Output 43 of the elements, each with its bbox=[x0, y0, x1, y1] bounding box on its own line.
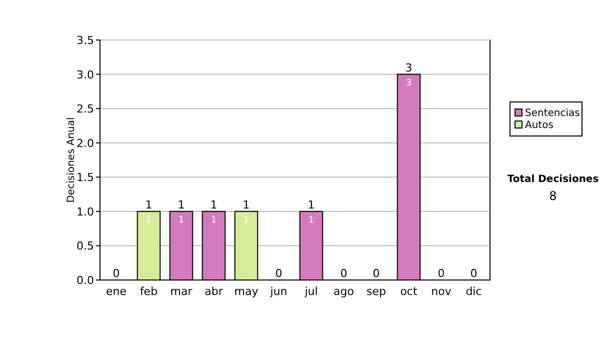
data-label: 1 bbox=[146, 215, 152, 226]
y-tick-label: 1.5 bbox=[76, 171, 94, 184]
x-tick-label: ene bbox=[106, 285, 127, 298]
data-label: 1 bbox=[210, 215, 217, 226]
data-label: 1 bbox=[178, 215, 184, 226]
y-tick-label: 3.0 bbox=[76, 68, 94, 82]
total-label: 0 bbox=[112, 267, 120, 280]
total-label: 0 bbox=[372, 267, 380, 280]
x-tick-label: feb bbox=[140, 285, 158, 298]
x-tick-label: may bbox=[234, 285, 259, 298]
x-tick-label: sep bbox=[366, 285, 386, 298]
y-tick-label: 2.5 bbox=[76, 102, 94, 116]
x-tick-label: nov bbox=[431, 285, 452, 298]
data-label: 1 bbox=[308, 215, 314, 226]
x-tick-label: abr bbox=[204, 285, 224, 298]
x-tick-label: ago bbox=[334, 285, 354, 298]
x-tick-label: mar bbox=[170, 285, 193, 298]
total-label: 1 bbox=[308, 198, 315, 212]
x-tick-label: dic bbox=[466, 285, 482, 298]
y-tick-label: 0.5 bbox=[76, 240, 94, 253]
total-label: 1 bbox=[210, 198, 218, 212]
data-label: 3 bbox=[406, 78, 412, 88]
text: Total Decisiones bbox=[507, 174, 599, 185]
x-tick-label: oct bbox=[400, 285, 418, 298]
y-tick-label: 1.0 bbox=[76, 205, 94, 218]
legend-label: Sentencias bbox=[525, 108, 580, 119]
x-tick-label: jul bbox=[304, 285, 318, 298]
total-label: 0 bbox=[340, 267, 348, 280]
total-label: 0 bbox=[275, 267, 282, 280]
y-tick-label: 2.0 bbox=[76, 136, 94, 150]
total-label: 1 bbox=[242, 198, 250, 212]
total-label: 1 bbox=[145, 198, 152, 212]
text: 8 bbox=[549, 189, 557, 203]
total-label: 0 bbox=[470, 267, 478, 280]
y-tick-label: 3.5 bbox=[76, 34, 94, 47]
total-label: 0 bbox=[438, 267, 445, 280]
total-label: 1 bbox=[178, 198, 185, 212]
y-axis-title: Decisiones Anual bbox=[66, 117, 77, 203]
data-label: 1 bbox=[243, 215, 250, 226]
legend-label: Autos bbox=[525, 120, 554, 131]
x-tick-label: jun bbox=[269, 285, 288, 298]
total-label: 3 bbox=[405, 61, 412, 74]
y-tick-label: 0.0 bbox=[76, 274, 94, 287]
